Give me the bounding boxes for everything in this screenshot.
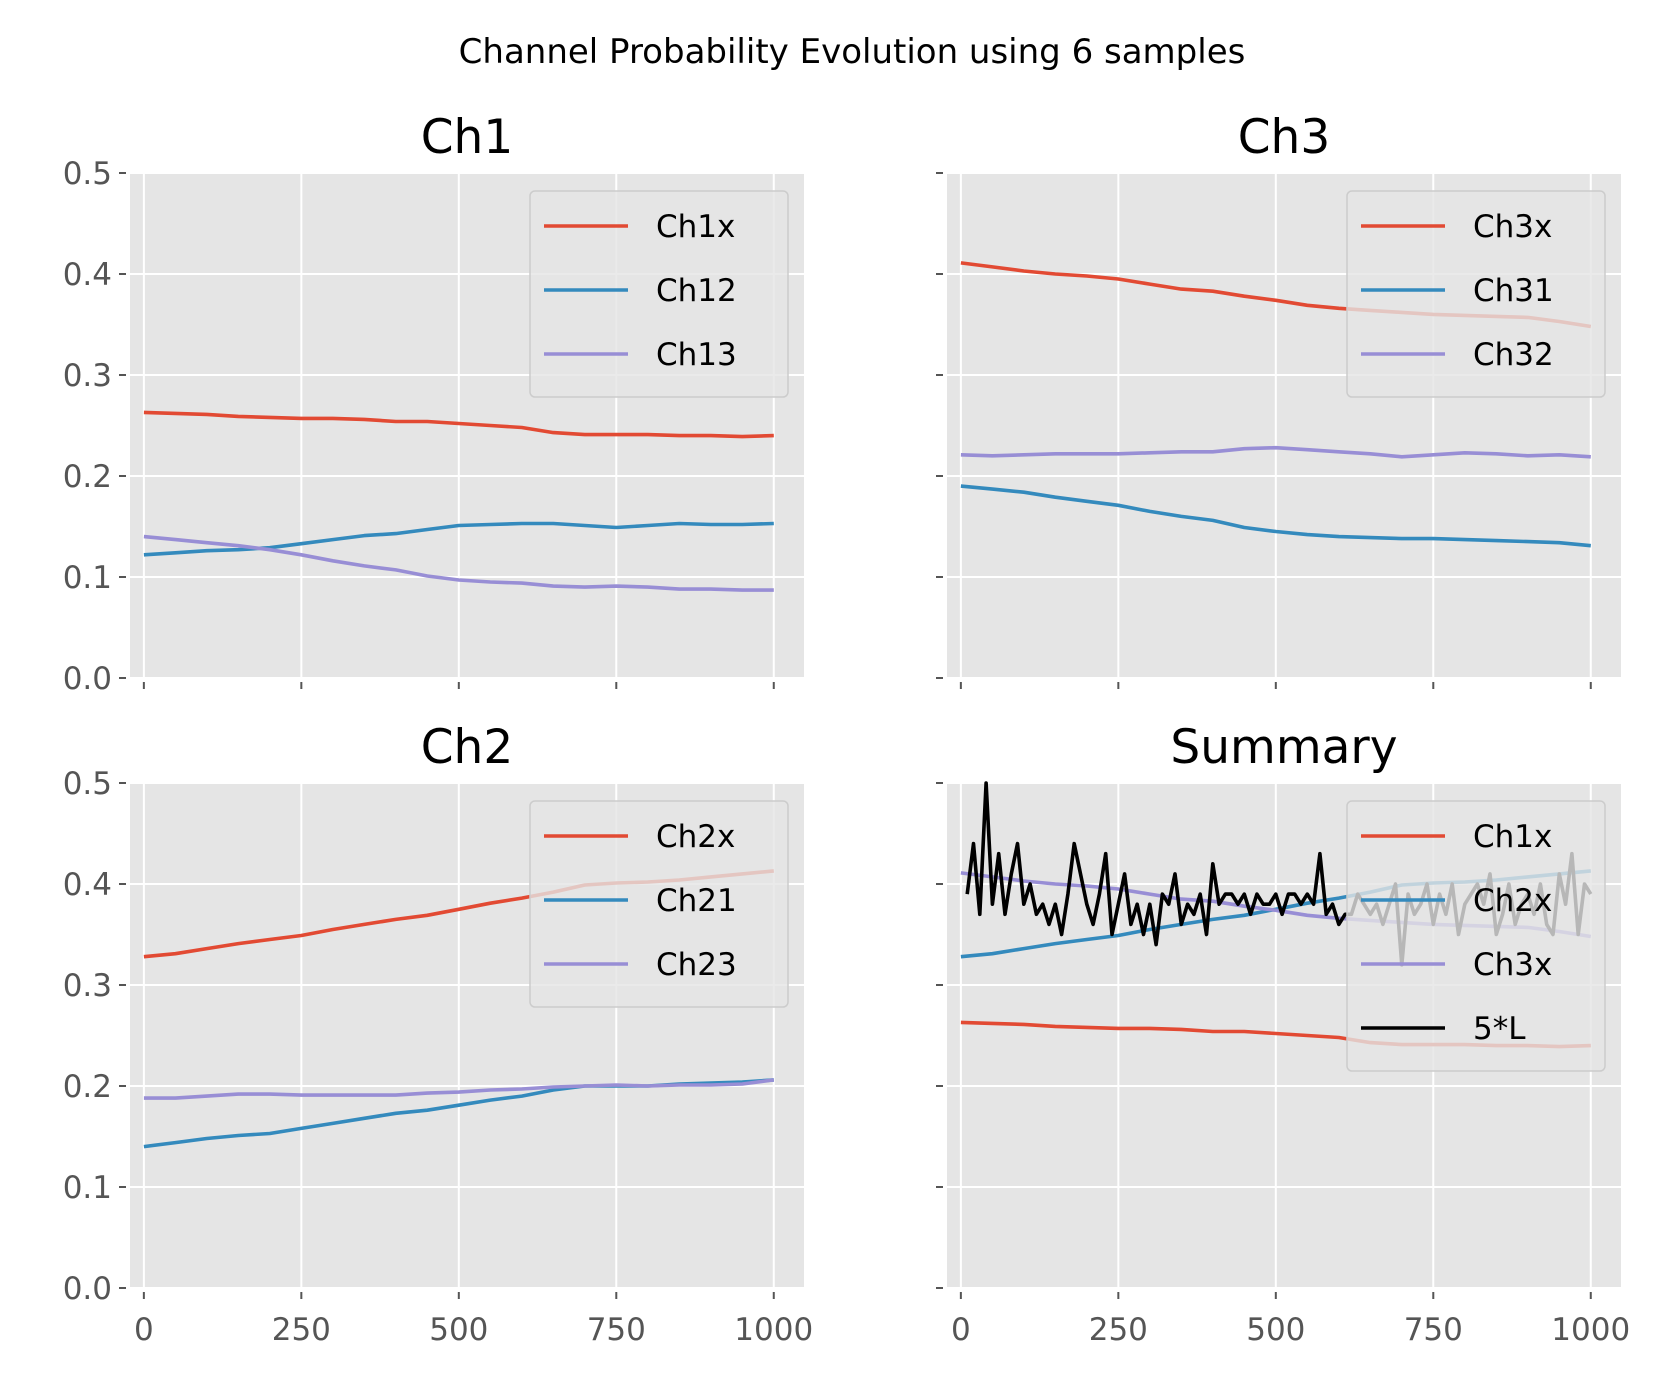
legend-label: Ch21 bbox=[656, 883, 737, 919]
legend-label: Ch13 bbox=[656, 337, 737, 373]
y-tick-label: 0.0 bbox=[63, 1271, 112, 1307]
legend-label: Ch32 bbox=[1473, 337, 1554, 373]
x-tick-label: 1000 bbox=[734, 1312, 813, 1348]
panel-title: Ch1 bbox=[421, 110, 514, 165]
y-tick-label: 0.5 bbox=[63, 156, 112, 192]
series-line-Ch23 bbox=[143, 1078, 775, 1100]
x-tick-label: 500 bbox=[429, 1312, 488, 1348]
series-line-Ch31 bbox=[960, 484, 1591, 548]
y-tick-label: 0.0 bbox=[63, 661, 112, 697]
legend-box bbox=[529, 800, 789, 1008]
legend-label: Ch23 bbox=[656, 947, 737, 983]
y-tick-label: 0.2 bbox=[63, 1069, 112, 1105]
y-tick-label: 0.4 bbox=[63, 257, 112, 293]
y-tick-label: 0.3 bbox=[63, 968, 112, 1004]
series-line-Ch1x bbox=[143, 410, 774, 439]
legend-label: Ch2x bbox=[1473, 883, 1552, 919]
x-tick-label: 500 bbox=[1246, 1312, 1305, 1348]
x-tick-label: 750 bbox=[587, 1312, 646, 1348]
panel-3: 0 250 500 750 1000 Summary Ch1x Ch2x Ch3x 5*L bbox=[936, 720, 1630, 1348]
series-line-Ch12 bbox=[143, 521, 774, 557]
y-tick-label: 0.1 bbox=[63, 1170, 112, 1206]
y-tick-label: 0.1 bbox=[63, 560, 112, 596]
legend-label: Ch1x bbox=[1473, 819, 1552, 855]
panel-title: Summary bbox=[1170, 720, 1397, 775]
figure-suptitle: Channel Probability Evolution using 6 sa… bbox=[459, 32, 1246, 72]
legend-label: 5*L bbox=[1473, 1011, 1526, 1047]
series-line-Ch32 bbox=[960, 445, 1591, 459]
legend-box bbox=[1346, 800, 1606, 1072]
legend-label: Ch1x bbox=[656, 209, 735, 245]
legend-label: Ch31 bbox=[1473, 273, 1554, 309]
y-tick-label: 0.5 bbox=[63, 766, 112, 802]
x-tick-label: 1000 bbox=[1551, 1312, 1630, 1348]
panel-2: 0 250 500 750 1000 0.0 0.1 0.2 0.3 0.4 0.5 Ch2 Ch2x C… bbox=[63, 720, 814, 1348]
legend-box bbox=[529, 190, 789, 398]
legend-label: Ch3x bbox=[1473, 209, 1552, 245]
legend-label: Ch3x bbox=[1473, 947, 1552, 983]
x-tick-label: 250 bbox=[272, 1312, 331, 1348]
x-tick-label: 0 bbox=[951, 1312, 971, 1348]
legend-box bbox=[1346, 190, 1606, 398]
series-line-Ch13 bbox=[143, 534, 774, 592]
legend-label: Ch2x bbox=[656, 819, 735, 855]
x-tick-label: 250 bbox=[1089, 1312, 1148, 1348]
x-tick-label: 750 bbox=[1404, 1312, 1463, 1348]
panel-title: Ch3 bbox=[1238, 110, 1331, 165]
y-tick-label: 0.4 bbox=[63, 867, 112, 903]
y-tick-label: 0.2 bbox=[63, 459, 112, 495]
panel-1: Ch3 Ch3x Ch31 Ch32 bbox=[936, 110, 1621, 689]
legend-label: Ch12 bbox=[656, 273, 737, 309]
y-tick-label: 0.3 bbox=[63, 358, 112, 394]
x-tick-label: 0 bbox=[134, 1312, 154, 1348]
panel-title: Ch2 bbox=[421, 720, 514, 775]
panel-0: 0.0 0.1 0.2 0.3 0.4 0.5 Ch1 Ch1x Ch12 Ch13 bbox=[63, 110, 804, 697]
